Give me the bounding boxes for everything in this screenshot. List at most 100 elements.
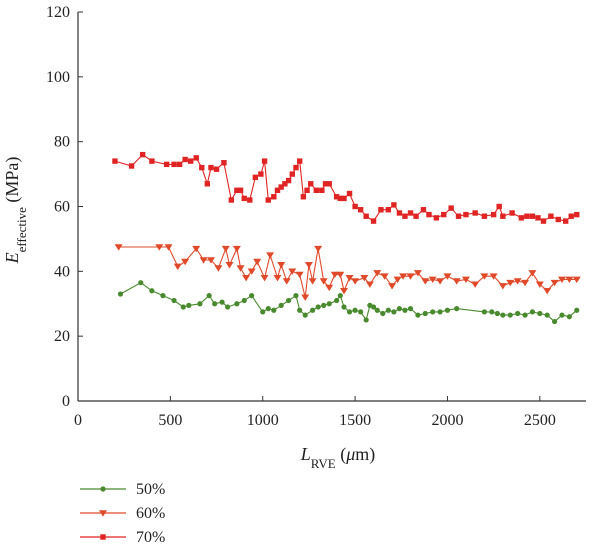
series-1-point-9 bbox=[221, 245, 230, 253]
x-axis-title-sub: RVE bbox=[311, 456, 336, 471]
series-0-point-19 bbox=[285, 297, 292, 304]
series-0-point-52 bbox=[500, 312, 506, 318]
series-1-point-15 bbox=[253, 258, 262, 266]
series-2-point-27 bbox=[282, 181, 288, 187]
series-0-point-23 bbox=[310, 307, 316, 313]
series-0-point-10 bbox=[219, 299, 225, 305]
series-0-point-54 bbox=[515, 310, 521, 317]
series-line-1 bbox=[118, 246, 577, 298]
series-0-point-46 bbox=[437, 309, 443, 315]
series-0-point-29 bbox=[341, 304, 347, 310]
series-1-point-47 bbox=[452, 278, 461, 285]
x-axis-title-unit-open: ( bbox=[336, 444, 347, 465]
series-1-point-7 bbox=[207, 257, 216, 264]
series-1-point-17 bbox=[266, 252, 275, 259]
series-2-point-62 bbox=[481, 213, 488, 219]
y-axis-title-main: E bbox=[2, 252, 22, 264]
legend-item-2: 70% bbox=[80, 529, 165, 546]
series-1-point-46 bbox=[443, 273, 452, 280]
series-0-point-1 bbox=[138, 280, 144, 286]
series-2-point-46 bbox=[370, 218, 377, 224]
series-0-point-62 bbox=[574, 307, 580, 313]
legend-marker-1 bbox=[99, 510, 107, 517]
y-tick-label-3: 60 bbox=[54, 199, 70, 216]
series-1-point-6 bbox=[199, 257, 208, 264]
series-1-point-44 bbox=[428, 276, 437, 284]
series-0-point-6 bbox=[186, 302, 192, 308]
series-1-point-62 bbox=[572, 276, 581, 284]
series-2-point-19 bbox=[247, 197, 253, 203]
series-0-point-58 bbox=[544, 312, 550, 318]
legend-marker-0 bbox=[100, 486, 106, 492]
legend-item-0: 50% bbox=[80, 481, 165, 498]
series-1 bbox=[114, 244, 581, 301]
series-1-point-0 bbox=[114, 244, 123, 251]
legend-label-0: 50% bbox=[136, 481, 165, 498]
series-2-point-54 bbox=[420, 207, 427, 213]
series-2-point-13 bbox=[213, 166, 220, 172]
series-1-point-39 bbox=[393, 276, 402, 284]
series-1-point-19 bbox=[277, 262, 286, 269]
series-1-point-42 bbox=[413, 270, 422, 277]
series-2-point-64 bbox=[496, 203, 502, 210]
y-tick-label-4: 80 bbox=[54, 134, 70, 151]
series-0-point-12 bbox=[234, 301, 240, 307]
series-2-point-28 bbox=[285, 177, 292, 184]
series-0-point-14 bbox=[249, 293, 255, 299]
series-1-point-56 bbox=[528, 270, 537, 277]
series-1-point-40 bbox=[399, 273, 408, 280]
series-1-point-28 bbox=[325, 284, 334, 292]
series-1-point-11 bbox=[232, 245, 241, 253]
series-0-point-57 bbox=[537, 310, 543, 317]
series-2-point-70 bbox=[535, 215, 541, 221]
series-0-point-25 bbox=[321, 302, 327, 308]
series-0-point-11 bbox=[225, 304, 231, 310]
series-1-point-4 bbox=[181, 258, 190, 266]
series-0-point-22 bbox=[302, 312, 308, 318]
y-tick-label-2: 40 bbox=[54, 263, 70, 280]
series-1-point-51 bbox=[489, 273, 498, 280]
series-1-point-21 bbox=[288, 268, 297, 275]
series-2-point-41 bbox=[341, 195, 347, 202]
series-0-point-61 bbox=[566, 314, 572, 320]
series-2-point-20 bbox=[252, 174, 259, 181]
y-tick-label-0: 0 bbox=[62, 393, 70, 410]
series-2-point-12 bbox=[208, 164, 214, 171]
series-1-point-41 bbox=[406, 273, 415, 280]
series-0-point-9 bbox=[212, 301, 218, 307]
series-2-point-59 bbox=[455, 213, 462, 219]
series-2-point-69 bbox=[529, 213, 536, 219]
series-2-point-53 bbox=[413, 213, 419, 219]
series-2-point-57 bbox=[441, 211, 447, 218]
legend-marker-2 bbox=[100, 534, 106, 540]
series-1-point-38 bbox=[388, 283, 397, 290]
series-0-point-53 bbox=[507, 312, 513, 318]
series-2-point-2 bbox=[139, 151, 146, 158]
series-0-point-40 bbox=[396, 306, 403, 312]
series-0-point-43 bbox=[415, 312, 421, 318]
series-2-point-51 bbox=[402, 213, 408, 219]
series-2-point-7 bbox=[182, 156, 188, 163]
series-0-point-42 bbox=[407, 306, 414, 312]
series-0-point-36 bbox=[374, 307, 380, 313]
series-2-point-14 bbox=[221, 160, 227, 166]
series-1-point-45 bbox=[436, 278, 445, 285]
series-1-point-24 bbox=[304, 262, 313, 269]
series-0-point-48 bbox=[454, 306, 460, 312]
series-2-point-1 bbox=[128, 163, 135, 169]
series-2-point-58 bbox=[448, 205, 454, 211]
series-2-point-63 bbox=[490, 211, 497, 218]
series-2-point-66 bbox=[509, 210, 515, 216]
series-2-point-5 bbox=[171, 161, 177, 168]
series-2-point-43 bbox=[352, 203, 358, 210]
series-layer bbox=[112, 151, 581, 325]
series-1-point-58 bbox=[543, 287, 552, 295]
series-0-point-16 bbox=[265, 306, 271, 312]
series-1-point-14 bbox=[247, 268, 256, 275]
series-2-point-34 bbox=[308, 181, 314, 187]
series-2-point-50 bbox=[396, 210, 403, 216]
series-0-point-44 bbox=[422, 310, 428, 317]
y-axis-title-sub: effective bbox=[14, 207, 29, 252]
series-0-point-37 bbox=[380, 310, 386, 317]
